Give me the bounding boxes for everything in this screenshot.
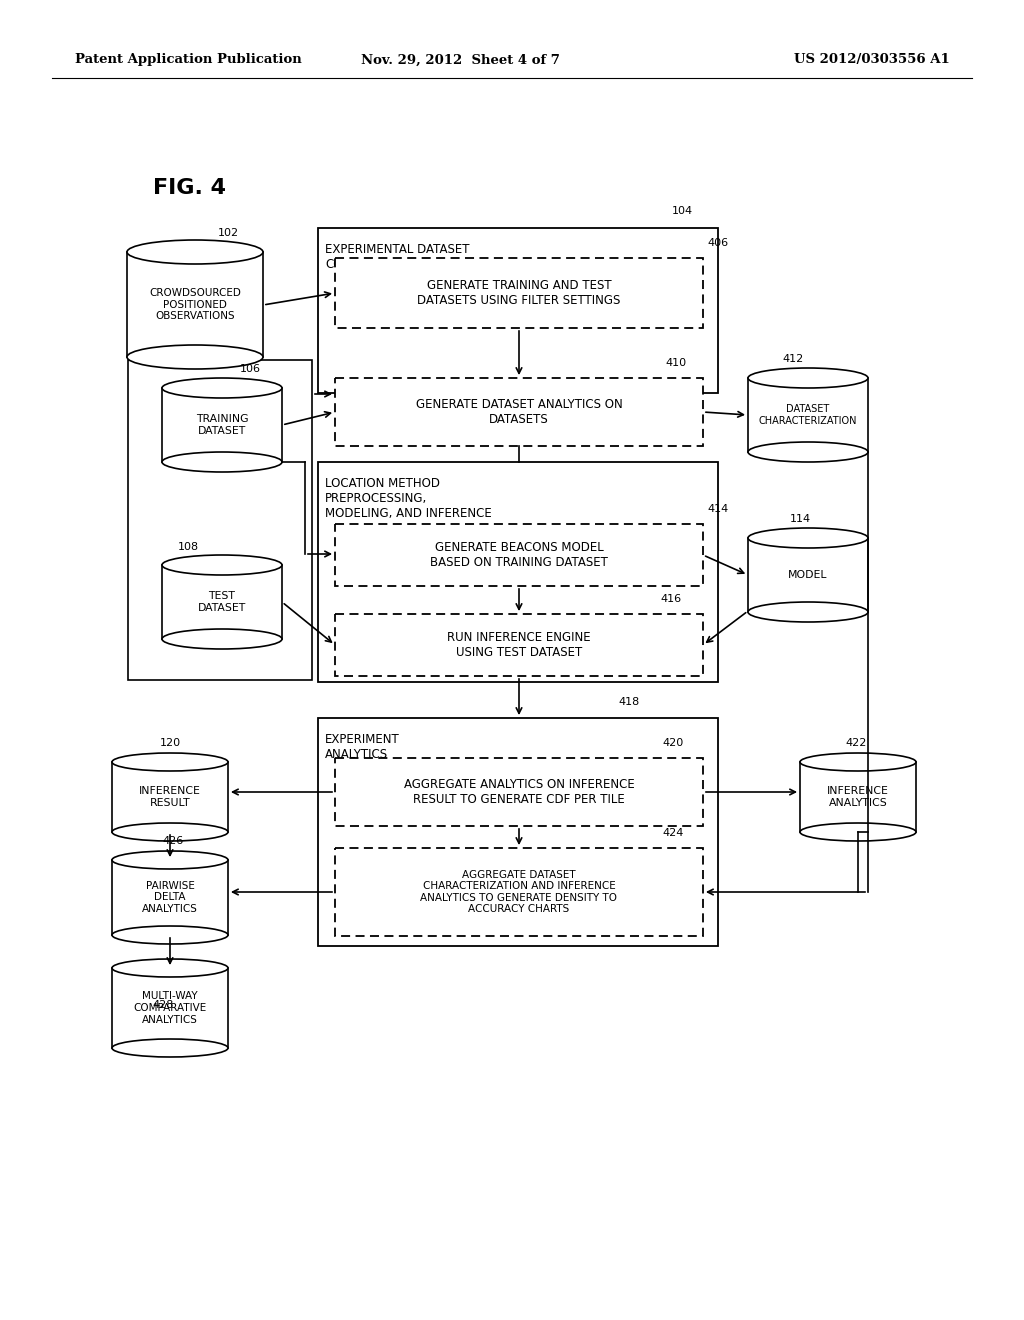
Ellipse shape [112, 822, 228, 841]
Text: Nov. 29, 2012  Sheet 4 of 7: Nov. 29, 2012 Sheet 4 of 7 [360, 54, 559, 66]
Bar [335, 378, 703, 446]
Bar [800, 762, 916, 832]
Text: PAIRWISE
DELTA
ANALYTICS: PAIRWISE DELTA ANALYTICS [142, 880, 198, 913]
Text: TEST
DATASET: TEST DATASET [198, 591, 246, 612]
Ellipse shape [748, 442, 868, 462]
Text: 412: 412 [782, 354, 803, 364]
Ellipse shape [112, 927, 228, 944]
Bar [335, 524, 703, 586]
Ellipse shape [162, 554, 282, 576]
Text: 106: 106 [240, 364, 261, 374]
Text: 418: 418 [618, 697, 639, 708]
Ellipse shape [127, 240, 263, 264]
Text: 420: 420 [662, 738, 683, 748]
Bar [162, 565, 282, 639]
Text: GENERATE TRAINING AND TEST
DATASETS USING FILTER SETTINGS: GENERATE TRAINING AND TEST DATASETS USIN… [418, 279, 621, 308]
Text: GENERATE DATASET ANALYTICS ON
DATASETS: GENERATE DATASET ANALYTICS ON DATASETS [416, 399, 623, 426]
Text: 428: 428 [152, 1001, 173, 1010]
Bar [318, 462, 718, 682]
Text: 424: 424 [662, 828, 683, 838]
Ellipse shape [112, 1039, 228, 1057]
Text: 414: 414 [707, 504, 728, 513]
Text: 104: 104 [672, 206, 693, 216]
Text: GENERATE BEACONS MODEL
BASED ON TRAINING DATASET: GENERATE BEACONS MODEL BASED ON TRAINING… [430, 541, 608, 569]
Bar [335, 847, 703, 936]
Text: 120: 120 [160, 738, 181, 748]
Text: 426: 426 [162, 836, 183, 846]
Bar [335, 758, 703, 826]
Text: EXPERIMENT
ANALYTICS: EXPERIMENT ANALYTICS [325, 733, 399, 762]
Text: EXPERIMENTAL DATASET
CONSTRUCTOR: EXPERIMENTAL DATASET CONSTRUCTOR [325, 243, 469, 271]
Text: 102: 102 [218, 228, 240, 238]
Ellipse shape [112, 960, 228, 977]
Bar [112, 861, 228, 935]
Text: 406: 406 [707, 238, 728, 248]
Text: FIG. 4: FIG. 4 [153, 178, 226, 198]
Text: AGGREGATE ANALYTICS ON INFERENCE
RESULT TO GENERATE CDF PER TILE: AGGREGATE ANALYTICS ON INFERENCE RESULT … [403, 777, 635, 807]
Ellipse shape [112, 752, 228, 771]
Bar [335, 257, 703, 327]
Text: 114: 114 [790, 513, 811, 524]
Text: DATASET
CHARACTERIZATION: DATASET CHARACTERIZATION [759, 404, 857, 426]
Text: LOCATION METHOD
PREPROCESSING,
MODELING, AND INFERENCE: LOCATION METHOD PREPROCESSING, MODELING,… [325, 477, 492, 520]
Ellipse shape [748, 528, 868, 548]
Ellipse shape [112, 851, 228, 869]
Text: 416: 416 [660, 594, 681, 605]
Bar [335, 614, 703, 676]
Ellipse shape [748, 368, 868, 388]
Bar [127, 252, 263, 356]
Text: INFERENCE
RESULT: INFERENCE RESULT [139, 787, 201, 808]
Text: MULTI-WAY
COMPARATIVE
ANALYTICS: MULTI-WAY COMPARATIVE ANALYTICS [133, 991, 207, 1024]
Ellipse shape [800, 822, 916, 841]
Bar [318, 718, 718, 946]
Bar [318, 228, 718, 393]
Text: Patent Application Publication: Patent Application Publication [75, 54, 302, 66]
Text: INFERENCE
ANALYTICS: INFERENCE ANALYTICS [827, 787, 889, 808]
Bar [128, 360, 312, 680]
Bar [162, 388, 282, 462]
Ellipse shape [127, 345, 263, 370]
Bar [112, 968, 228, 1048]
Text: US 2012/0303556 A1: US 2012/0303556 A1 [795, 54, 950, 66]
Text: 422: 422 [845, 738, 866, 748]
Text: TRAINING
DATASET: TRAINING DATASET [196, 414, 248, 436]
Bar [748, 378, 868, 451]
Ellipse shape [162, 630, 282, 649]
Text: MODEL: MODEL [788, 570, 827, 579]
Text: 410: 410 [665, 358, 686, 368]
Ellipse shape [162, 451, 282, 473]
Text: RUN INFERENCE ENGINE
USING TEST DATASET: RUN INFERENCE ENGINE USING TEST DATASET [447, 631, 591, 659]
Ellipse shape [748, 602, 868, 622]
Text: AGGREGATE DATASET
CHARACTERIZATION AND INFERENCE
ANALYTICS TO GENERATE DENSITY T: AGGREGATE DATASET CHARACTERIZATION AND I… [421, 870, 617, 915]
Text: CROWDSOURCED
POSITIONED
OBSERVATIONS: CROWDSOURCED POSITIONED OBSERVATIONS [150, 288, 241, 321]
Ellipse shape [800, 752, 916, 771]
Ellipse shape [162, 378, 282, 399]
Bar [748, 539, 868, 612]
Bar [112, 762, 228, 832]
Text: 108: 108 [178, 543, 199, 552]
